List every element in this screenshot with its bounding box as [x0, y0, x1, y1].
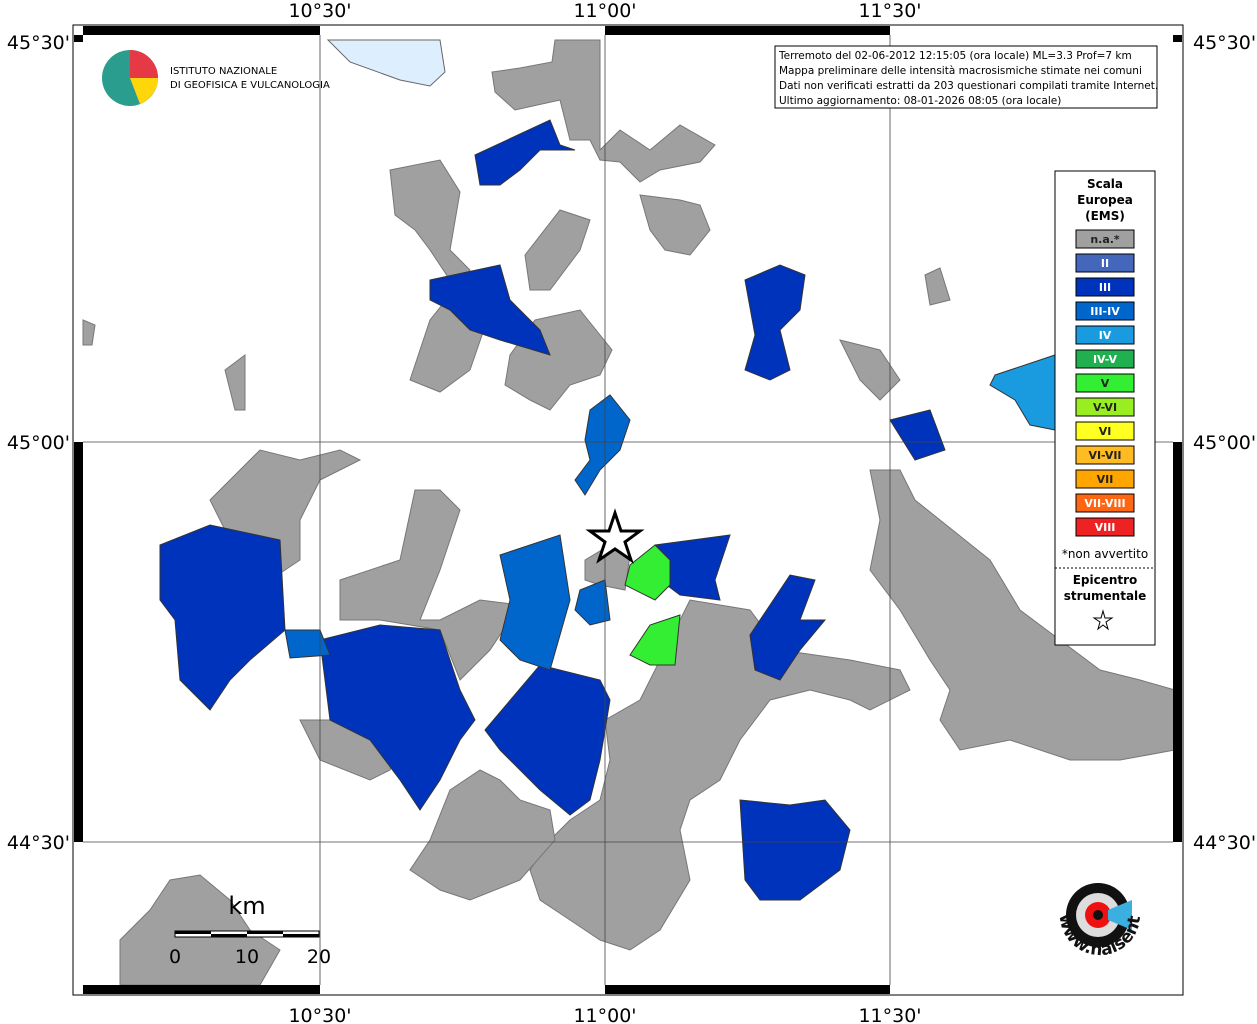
info-line: Mappa preliminare delle intensità macros… — [779, 65, 1142, 77]
legend-swatch — [1075, 325, 1135, 345]
legend-label: V-VI — [1093, 401, 1117, 414]
legend-swatch — [1075, 277, 1135, 297]
institute-line: DI GEOFISICA E VULCANOLOGIA — [170, 80, 330, 91]
coordinate-labels: 10°30' 10°30' 11°00' 11°00' 11°30' 11°30' 45°3… — [7, 0, 1256, 1024]
lat-label: 44°30' — [7, 832, 70, 854]
legend-label: VII — [1097, 473, 1114, 486]
lon-label: 10°30' — [288, 1005, 351, 1024]
scale-label: 20 — [307, 946, 331, 968]
legend-label: III-IV — [1090, 305, 1120, 318]
institute-line: ISTITUTO NAZIONALE — [170, 66, 277, 77]
legend-swatch — [1075, 349, 1135, 369]
lon-label: 11°30' — [858, 1005, 921, 1024]
info-line: Terremoto del 02-06-2012 12:15:05 (ora l… — [778, 50, 1132, 62]
legend-title: (EMS) — [1085, 209, 1125, 223]
lat-label: 45°30' — [1193, 32, 1256, 54]
legend-swatch — [1075, 517, 1135, 537]
scale-bar: km 0 10 20 — [169, 892, 331, 968]
lon-label: 10°30' — [288, 0, 351, 22]
info-line: Dati non verificati estratti da 203 ques… — [779, 80, 1158, 92]
legend-swatch — [1075, 373, 1135, 393]
lat-label: 45°00' — [1193, 432, 1256, 454]
legend-label: IV — [1099, 329, 1112, 342]
legend-epicenter: Epicentro — [1073, 573, 1138, 587]
info-box — [774, 45, 1158, 109]
lat-label: 44°30' — [1193, 832, 1256, 854]
legend-label: VIII — [1095, 521, 1116, 534]
info-text: Terremoto del 02-06-2012 12:15:05 (ora l… — [778, 50, 1158, 107]
frame-bars — [74, 26, 1182, 994]
legend-title: Europea — [1077, 193, 1133, 207]
ingv-logo: ISTITUTO NAZIONALE DI GEOFISICA E VULCAN… — [102, 50, 330, 106]
legend-label: n.a.* — [1090, 233, 1120, 246]
lon-label: 11°30' — [858, 0, 921, 22]
legend-swatch — [1075, 301, 1135, 321]
legend-label: II — [1101, 257, 1109, 270]
legend-label: VI — [1099, 425, 1112, 438]
lon-label: 11°00' — [573, 1005, 636, 1024]
legend-label: IV-V — [1093, 353, 1118, 366]
scale-label: 10 — [235, 946, 259, 968]
legend-note: *non avvertito — [1062, 547, 1148, 561]
lat-label: 45°00' — [7, 432, 70, 454]
legend-swatch — [1075, 229, 1135, 249]
legend-label: V — [1101, 377, 1110, 390]
legend-swatch — [1075, 493, 1135, 513]
legend-swatch — [1075, 469, 1135, 489]
legend-swatch — [1075, 397, 1135, 417]
legend-swatch — [1075, 445, 1135, 465]
legend-swatch — [1075, 421, 1135, 441]
legend-star — [1092, 609, 1114, 631]
scale-unit: km — [228, 892, 265, 920]
legend-label: III — [1099, 281, 1111, 294]
scale-label: 0 — [169, 946, 181, 968]
legend-epicenter: strumentale — [1064, 589, 1147, 603]
lon-label: 11°00' — [573, 0, 636, 22]
regions — [82, 39, 1176, 986]
info-line: Ultimo aggiornamento: 08-01-2026 08:05 (… — [779, 95, 1061, 107]
legend: ScalaEuropea(EMS)n.a.*IIIIIIII-IVIVIV-VV… — [1055, 177, 1155, 631]
legend-label: VII-VIII — [1084, 497, 1125, 510]
lat-label: 45°30' — [7, 32, 70, 54]
legend-swatch — [1075, 253, 1135, 273]
epicenter-star — [585, 508, 645, 564]
graticule — [83, 35, 1173, 985]
legend-label: VI-VII — [1088, 449, 1121, 462]
legend-title: Scala — [1087, 177, 1123, 191]
